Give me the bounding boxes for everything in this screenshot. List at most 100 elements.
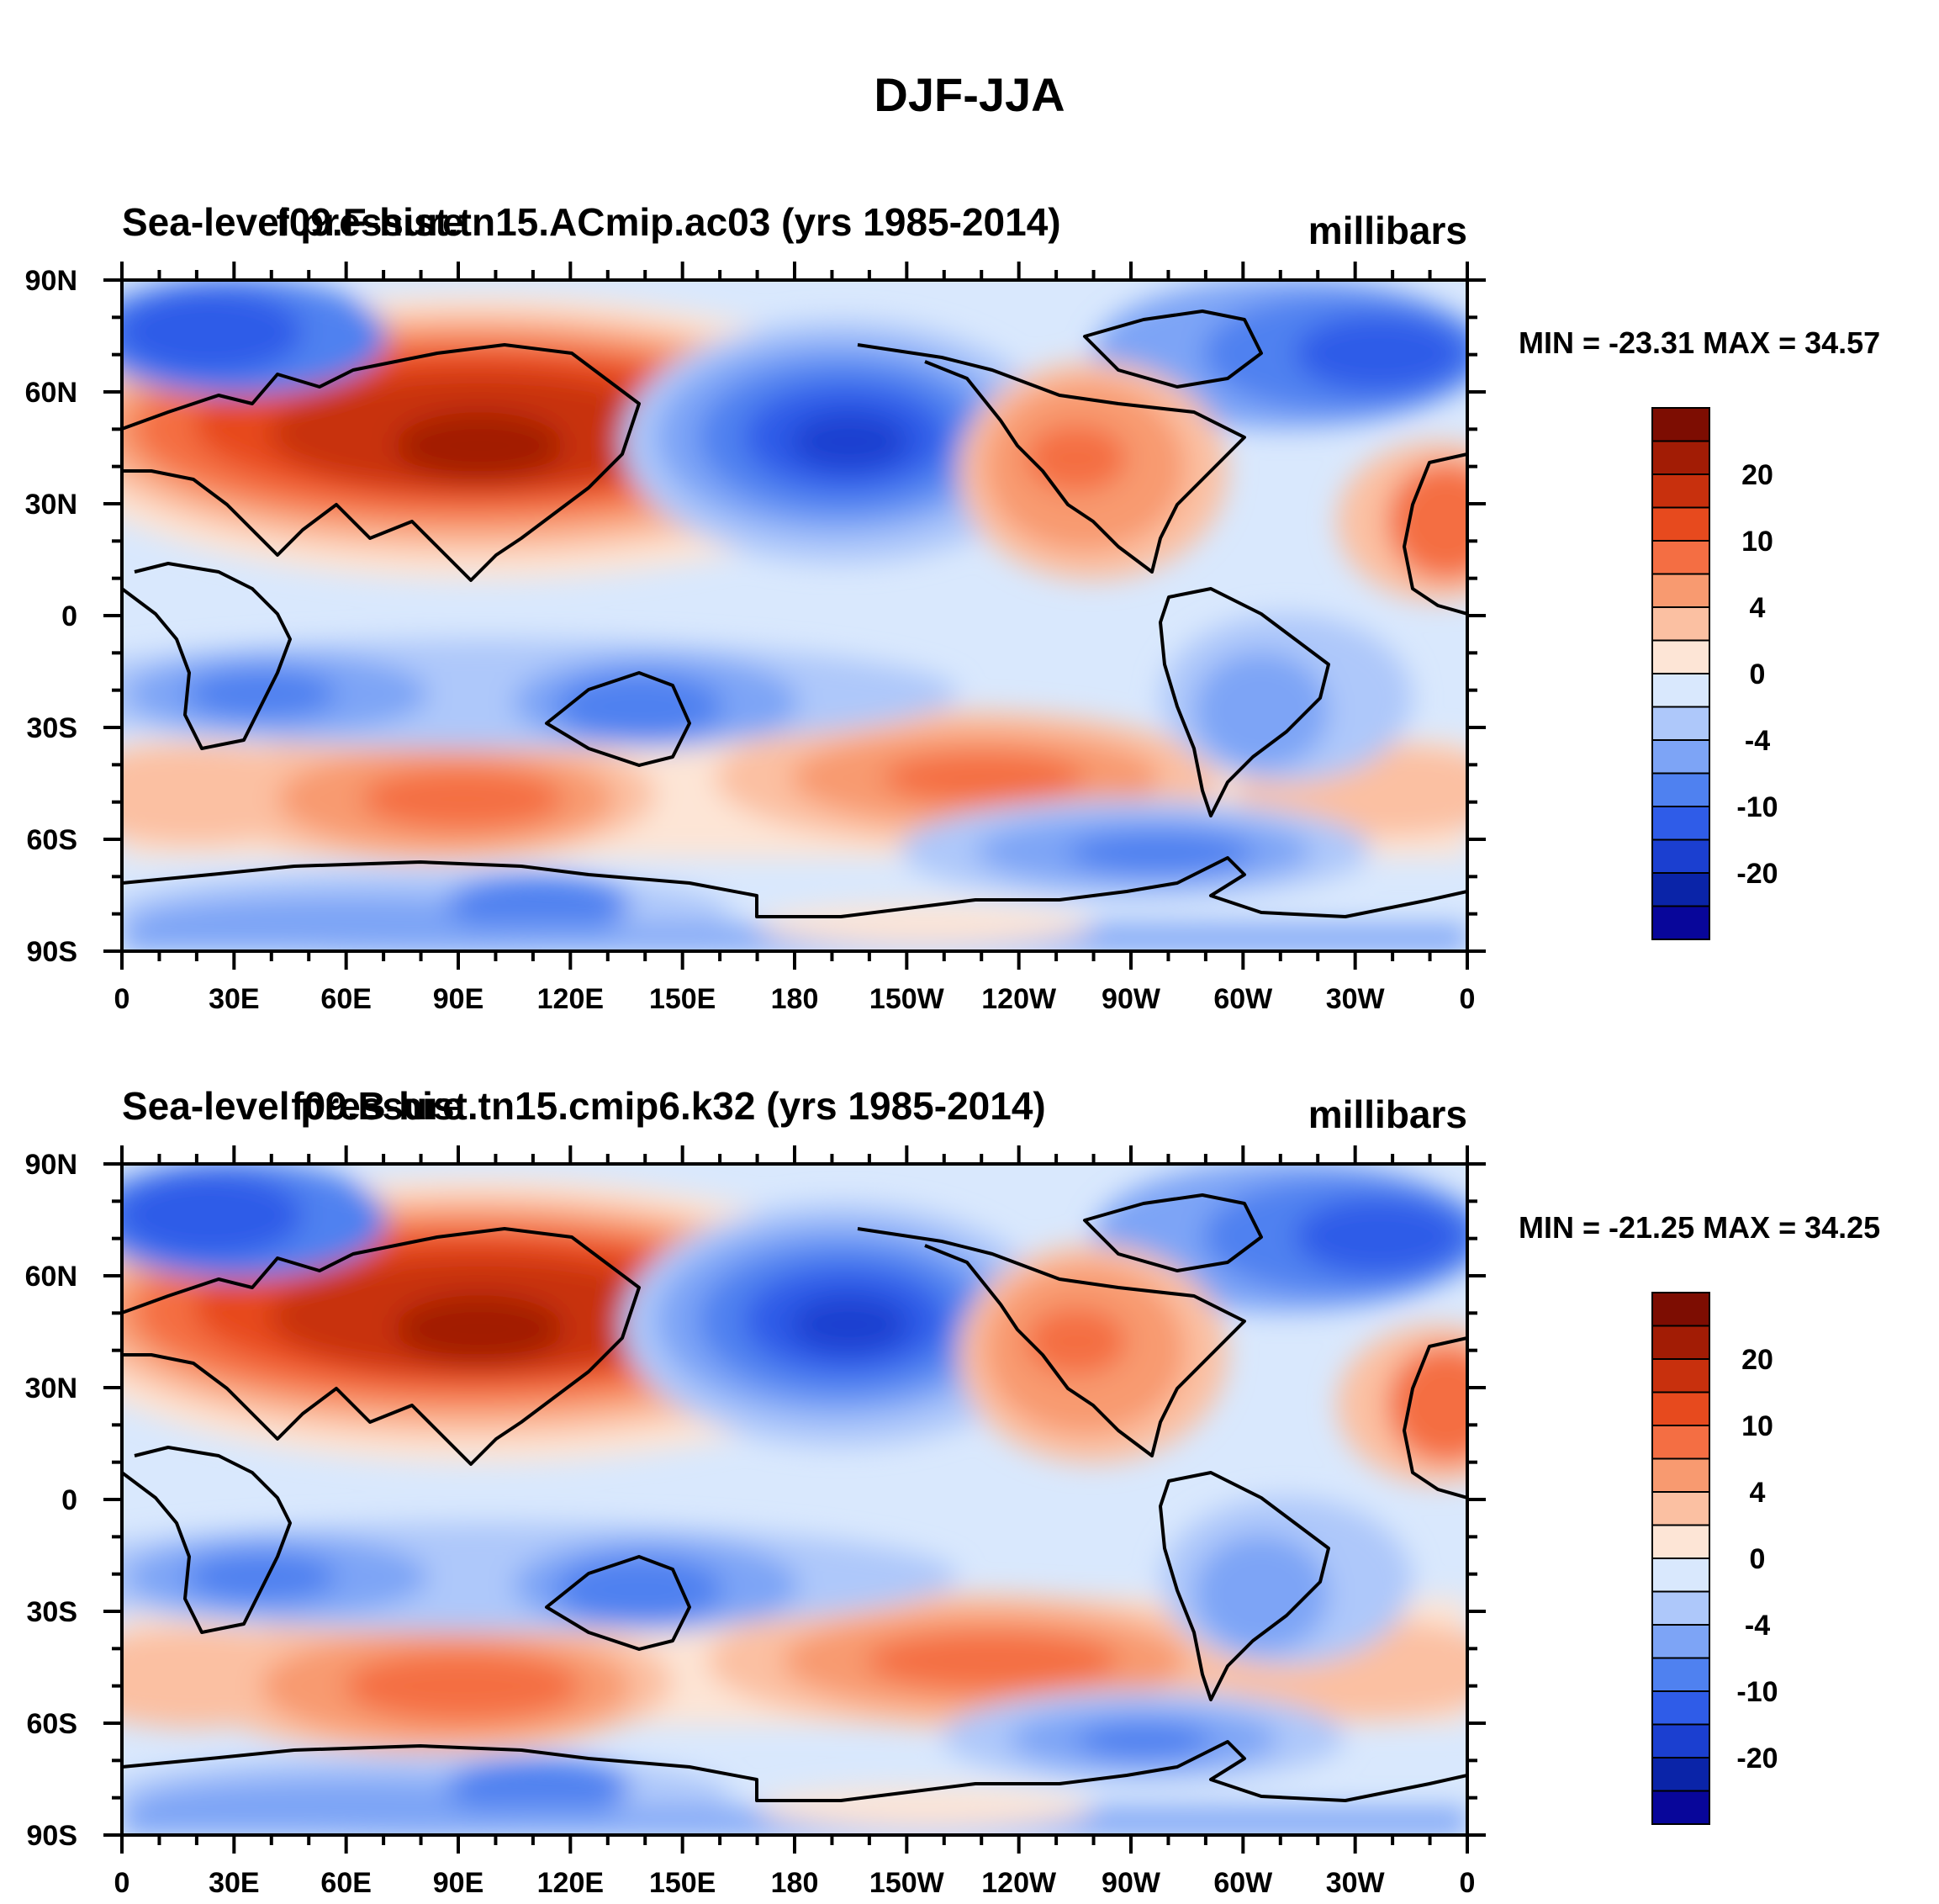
- colorbar-label: 10: [1741, 526, 1773, 558]
- y-tick-label: 30S: [27, 712, 78, 744]
- x-tick-label: 150E: [649, 1867, 716, 1899]
- colorbar-label: 4: [1750, 592, 1766, 624]
- colorbar-swatch: [1651, 639, 1710, 674]
- y-tick-label: 90S: [27, 1820, 78, 1852]
- y-tick-label: 60N: [25, 377, 77, 409]
- colorbar-swatch: [1651, 772, 1710, 807]
- panel-2-title-left: Sea-level pressure: [122, 1084, 464, 1128]
- x-tick-label: 0: [1460, 1867, 1476, 1899]
- colorbar-swatch: [1651, 673, 1710, 708]
- x-tick-label: 180: [771, 1867, 819, 1899]
- colorbar-label: 0: [1750, 1543, 1766, 1575]
- colorbar-swatch: [1651, 1325, 1710, 1360]
- colorbar-swatch: [1651, 1657, 1710, 1692]
- y-tick-label: 30N: [25, 489, 77, 521]
- x-tick-label: 30W: [1326, 983, 1386, 1015]
- colorbar-swatch: [1651, 1590, 1710, 1626]
- panel-2-colorbar: -20 -10 -4 0 4 10 20: [1651, 1292, 1778, 1825]
- x-tick-label: 60W: [1213, 983, 1273, 1015]
- y-tick-label: 60S: [27, 1708, 78, 1740]
- x-tick-label: 90W: [1102, 983, 1161, 1015]
- panel-2-title-center: f09.B-hist.tn15.cmip6.k32 (yrs 1985-2014…: [291, 1084, 1045, 1128]
- colorbar-label: -20: [1736, 858, 1778, 890]
- colorbar-swatch: [1651, 905, 1710, 940]
- colorbar-swatch: [1651, 1391, 1710, 1426]
- colorbar-swatch: [1651, 1491, 1710, 1526]
- x-tick-label: 150W: [869, 983, 945, 1015]
- x-tick-label: 150W: [869, 1867, 945, 1899]
- y-tick-label: 60S: [27, 824, 78, 856]
- panel-1-title-left: Sea-level pressure: [122, 200, 464, 244]
- colorbar-swatch: [1651, 1457, 1710, 1493]
- panel-1-frame: 0 30E 60E 90E 120E 150E 180 150W 120W 90W 60W 30W 0 …: [25, 262, 1486, 1015]
- x-tick-label: 60E: [320, 983, 372, 1015]
- coastlines: [122, 309, 1467, 918]
- panel-1: Sea-level pressure f09.F-hist.tn15.ACmip…: [25, 200, 1881, 1015]
- x-tick-label: 60W: [1213, 1867, 1273, 1899]
- colorbar-label: -20: [1736, 1743, 1778, 1774]
- colorbar-swatch: [1651, 806, 1710, 841]
- colorbar-swatch: [1651, 739, 1710, 775]
- y-tick-label: 30N: [25, 1372, 77, 1404]
- colorbar-swatch: [1651, 838, 1710, 874]
- colorbar-swatch: [1651, 606, 1710, 642]
- colorbar-swatch: [1651, 1558, 1710, 1593]
- x-tick-label: 90W: [1102, 1867, 1161, 1899]
- colorbar-swatch: [1651, 1723, 1710, 1759]
- pressure-field: [122, 280, 1467, 951]
- panel-2-units: millibars: [1308, 1092, 1467, 1136]
- panel-1-x-ticks: 0 30E 60E 90E 120E 150E 180 150W 120W 90W 60W 30W 0: [114, 262, 1475, 1015]
- x-tick-label: 0: [114, 983, 130, 1015]
- colorbar-swatch: [1651, 1524, 1710, 1559]
- colorbar-swatch: [1651, 1757, 1710, 1792]
- panel-1-y-ticks: 90N 60N 30N 0 30S 60S 90S: [25, 265, 1486, 968]
- colorbar-label: -10: [1736, 1676, 1778, 1708]
- y-tick-label: 60N: [25, 1261, 77, 1293]
- y-tick-label: 90N: [25, 265, 77, 297]
- colorbar-swatch: [1651, 1292, 1710, 1327]
- panel-2-y-ticks: 90N 60N 30N 0 30S 60S 90S: [25, 1149, 1486, 1852]
- x-tick-label: 120E: [537, 983, 604, 1015]
- y-tick-label: 0: [61, 600, 77, 632]
- colorbar-swatch: [1651, 1690, 1710, 1726]
- x-tick-label: 30E: [209, 983, 260, 1015]
- colorbar-label: 4: [1750, 1477, 1766, 1509]
- colorbar-label: -4: [1745, 725, 1770, 757]
- colorbar-label: 0: [1750, 658, 1766, 690]
- x-tick-label: 90E: [433, 983, 484, 1015]
- panel-2-x-ticks: 0 30E 60E 90E 120E 150E 180 150W 120W 90W 60W 30W 0: [114, 1145, 1476, 1899]
- colorbar-swatch: [1651, 573, 1710, 608]
- panel-2-map: [122, 1164, 1467, 1835]
- y-tick-label: 90N: [25, 1149, 77, 1181]
- x-tick-label: 60E: [320, 1867, 372, 1899]
- panel-2-frame: 0 30E 60E 90E 120E 150E 180 150W 120W 90W 60W 30W 0 …: [25, 1145, 1486, 1899]
- colorbar-label: 20: [1741, 1344, 1773, 1376]
- colorbar-swatch: [1651, 540, 1710, 575]
- panel-1-colorbar: -20 -10 -4 0 4 10 20: [1651, 407, 1778, 940]
- x-tick-label: 120W: [981, 1867, 1057, 1899]
- y-tick-label: 0: [61, 1484, 77, 1516]
- colorbar-swatch: [1651, 1425, 1710, 1460]
- colorbar-swatch: [1651, 1790, 1710, 1825]
- coastlines: [122, 1193, 1467, 1802]
- colorbar-label: -4: [1745, 1610, 1770, 1642]
- x-tick-label: 150E: [649, 983, 716, 1015]
- x-tick-label: 120E: [537, 1867, 604, 1899]
- panel-2: Sea-level pressure f09.B-hist.tn15.cmip6…: [25, 1084, 1881, 1899]
- panel-1-map: [122, 280, 1467, 951]
- y-tick-label: 30S: [27, 1596, 78, 1628]
- x-tick-label: 30W: [1326, 1867, 1386, 1899]
- colorbar-label: 20: [1741, 459, 1773, 491]
- x-tick-label: 30E: [209, 1867, 260, 1899]
- pressure-field: [122, 1164, 1467, 1835]
- colorbar-swatch: [1651, 473, 1710, 509]
- colorbar-swatch: [1651, 1358, 1710, 1394]
- panel-1-min-max: MIN = -23.31 MAX = 34.57: [1519, 325, 1880, 360]
- colorbar-swatch: [1651, 506, 1710, 542]
- colorbar-swatch: [1651, 872, 1710, 907]
- colorbar-swatch: [1651, 407, 1710, 442]
- x-tick-label: 0: [114, 1867, 130, 1899]
- colorbar-label: 10: [1741, 1410, 1773, 1442]
- x-tick-label: 90E: [433, 1867, 484, 1899]
